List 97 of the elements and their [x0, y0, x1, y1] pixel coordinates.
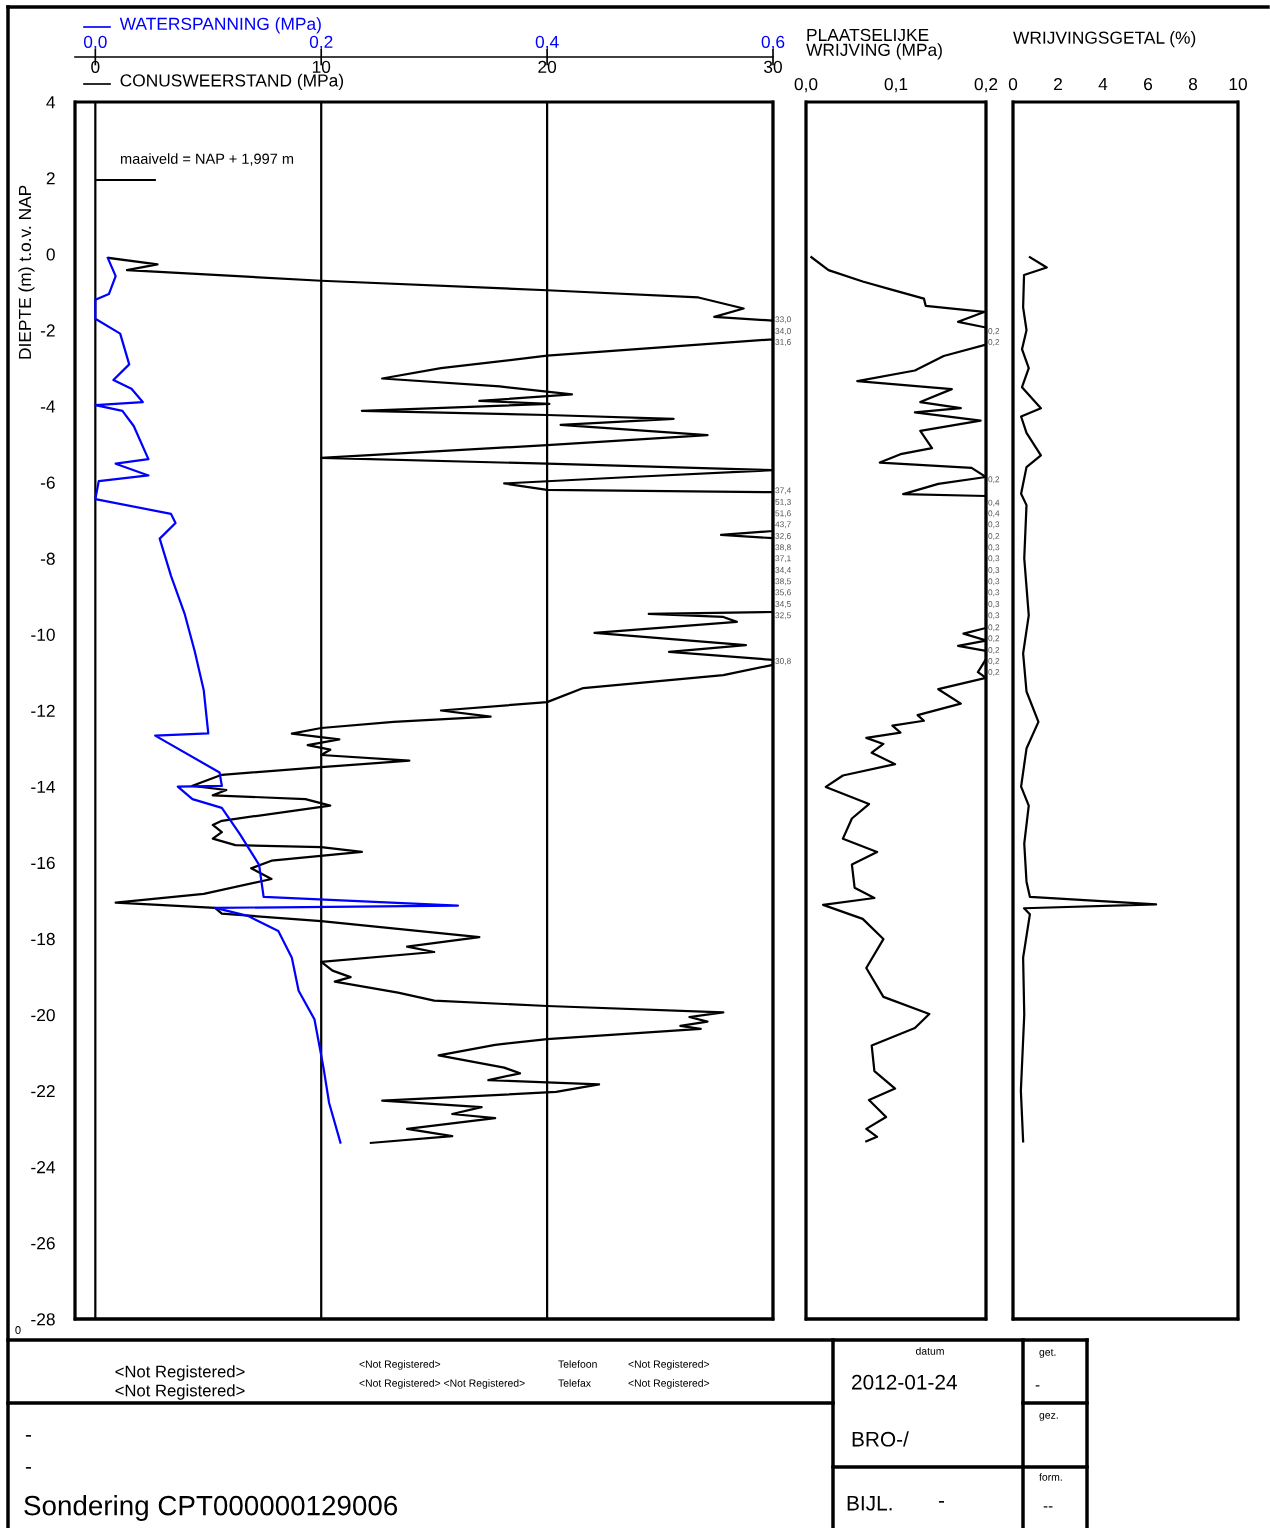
y-tick-label: -6: [40, 476, 55, 489]
x-tick-label: 0,1: [884, 77, 908, 93]
text: 31,6: [775, 339, 791, 346]
text: Telefax: [558, 1379, 591, 1387]
x-tick-label: 10: [312, 60, 331, 74]
text: 37,4: [775, 487, 791, 495]
x-tick-label: 4: [1098, 78, 1108, 91]
text: -: [25, 1435, 32, 1437]
text: 0,3: [988, 589, 1000, 597]
x-axis-title: CONUSWEERSTAND (MPa): [120, 73, 344, 90]
x-tick-label: 2: [1054, 77, 1062, 91]
x-tick-label: 0: [1008, 77, 1018, 91]
y-tick-label: -16: [31, 856, 55, 870]
text: 38,5: [775, 578, 791, 586]
text: 0,2: [988, 533, 1000, 540]
text: 0,2: [988, 635, 1000, 643]
text: 0,3: [988, 567, 1000, 574]
text: -: [1035, 1385, 1040, 1387]
text: 43,7: [775, 521, 791, 529]
x-tick-label: 10: [1229, 77, 1247, 91]
text: 0,3: [988, 612, 1000, 620]
text: BRO-/: [852, 1431, 909, 1447]
y-tick-label: -24: [31, 1161, 56, 1174]
text: datum: [915, 1347, 944, 1355]
text: <Not Registered>: [628, 1379, 710, 1389]
y-tick-label: -18: [31, 932, 55, 946]
text: 0,3: [988, 555, 1000, 563]
text: 0,3: [988, 578, 1000, 586]
text: 0,2: [988, 624, 1000, 632]
x-tick-label: 6: [1144, 77, 1153, 91]
y-tick-label: -22: [31, 1084, 55, 1098]
y-tick-label: -2: [40, 324, 55, 337]
text: --: [1043, 1506, 1053, 1508]
text: 38,8: [775, 544, 791, 552]
x2-tick-label: 0,6: [761, 35, 785, 51]
text: 32,6: [775, 533, 791, 540]
text: gez.: [1039, 1413, 1058, 1421]
text: 32,5: [775, 612, 791, 620]
y-tick-label: -12: [31, 704, 55, 717]
y-tick-label: -26: [31, 1237, 55, 1250]
text: <Not Registered>: [115, 1384, 245, 1400]
text: 37,1: [775, 555, 791, 563]
text: <Not Registered>: [359, 1360, 441, 1370]
text: 0,3: [988, 544, 1000, 552]
x2-tick-label: 0,2: [309, 35, 333, 51]
y-tick-label: -8: [40, 552, 55, 565]
text: 0,2: [988, 339, 1000, 346]
text: -: [938, 1501, 945, 1503]
y-tick-label: -20: [31, 1008, 55, 1022]
text: 0,2: [988, 328, 1000, 335]
y-tick-label: 0: [46, 248, 55, 261]
text: 51,6: [775, 510, 791, 518]
text: form.: [1039, 1473, 1062, 1481]
text: 51,3: [775, 499, 791, 506]
x-tick-label: 0,2: [974, 77, 998, 93]
x-tick-label: 8: [1188, 77, 1198, 91]
text: 0,2: [988, 658, 1000, 665]
x-tick-label: 20: [538, 60, 557, 74]
x-axis-title: PLAATSELIJKE WRIJVING (MPa): [806, 28, 942, 60]
text: -: [25, 1467, 32, 1469]
x2-axis-title: WATERSPANNING (MPa): [119, 17, 321, 34]
text: 0,4: [988, 510, 1000, 518]
text: 35,6: [775, 589, 791, 597]
text: 0,4: [988, 499, 1000, 507]
text: <Not Registered>: [628, 1360, 710, 1370]
y-tick-label: 2: [46, 172, 55, 185]
annotation: maaiveld = NAP + 1,997 m: [120, 153, 294, 166]
text: 34,5: [775, 601, 791, 608]
text: 0,3: [988, 521, 1000, 529]
text: Sondering CPT000000129006: [24, 1495, 398, 1521]
text: 2012-01-24: [852, 1374, 957, 1390]
text: <Not Registered> <Not Registered>: [359, 1379, 525, 1389]
text: 0,3: [988, 601, 1000, 608]
text: 0,2: [988, 476, 1000, 484]
y-tick-label: 4: [46, 96, 56, 109]
text: 30,8: [775, 658, 791, 665]
text: BIJL.: [847, 1496, 892, 1511]
y-axis-title: DIEPTE (m) t.o.v. NAP: [18, 185, 35, 359]
x-axis-title: WRIJVINGSGETAL (%): [1013, 31, 1196, 48]
x2-tick-label: 0,4: [535, 35, 559, 51]
x2-tick-label: 0,0: [83, 35, 107, 51]
text: 33,0: [775, 316, 791, 324]
text: Telefoon: [558, 1360, 597, 1368]
text: 34,0: [775, 328, 791, 335]
text: 0: [15, 1326, 21, 1334]
x-tick-label: 0,0: [794, 77, 818, 93]
y-tick-label: -4: [40, 400, 56, 413]
text: 0,2: [988, 669, 1000, 676]
y-tick-label: -14: [31, 780, 56, 793]
text: get.: [1039, 1348, 1056, 1358]
y-tick-label: -28: [31, 1313, 55, 1326]
text: 0,2: [988, 647, 1000, 654]
text: <Not Registered>: [115, 1365, 245, 1381]
y-tick-label: -10: [31, 628, 55, 641]
x-tick-label: 0: [91, 60, 100, 74]
text: 34,4: [775, 567, 791, 574]
x-tick-label: 30: [764, 60, 782, 74]
